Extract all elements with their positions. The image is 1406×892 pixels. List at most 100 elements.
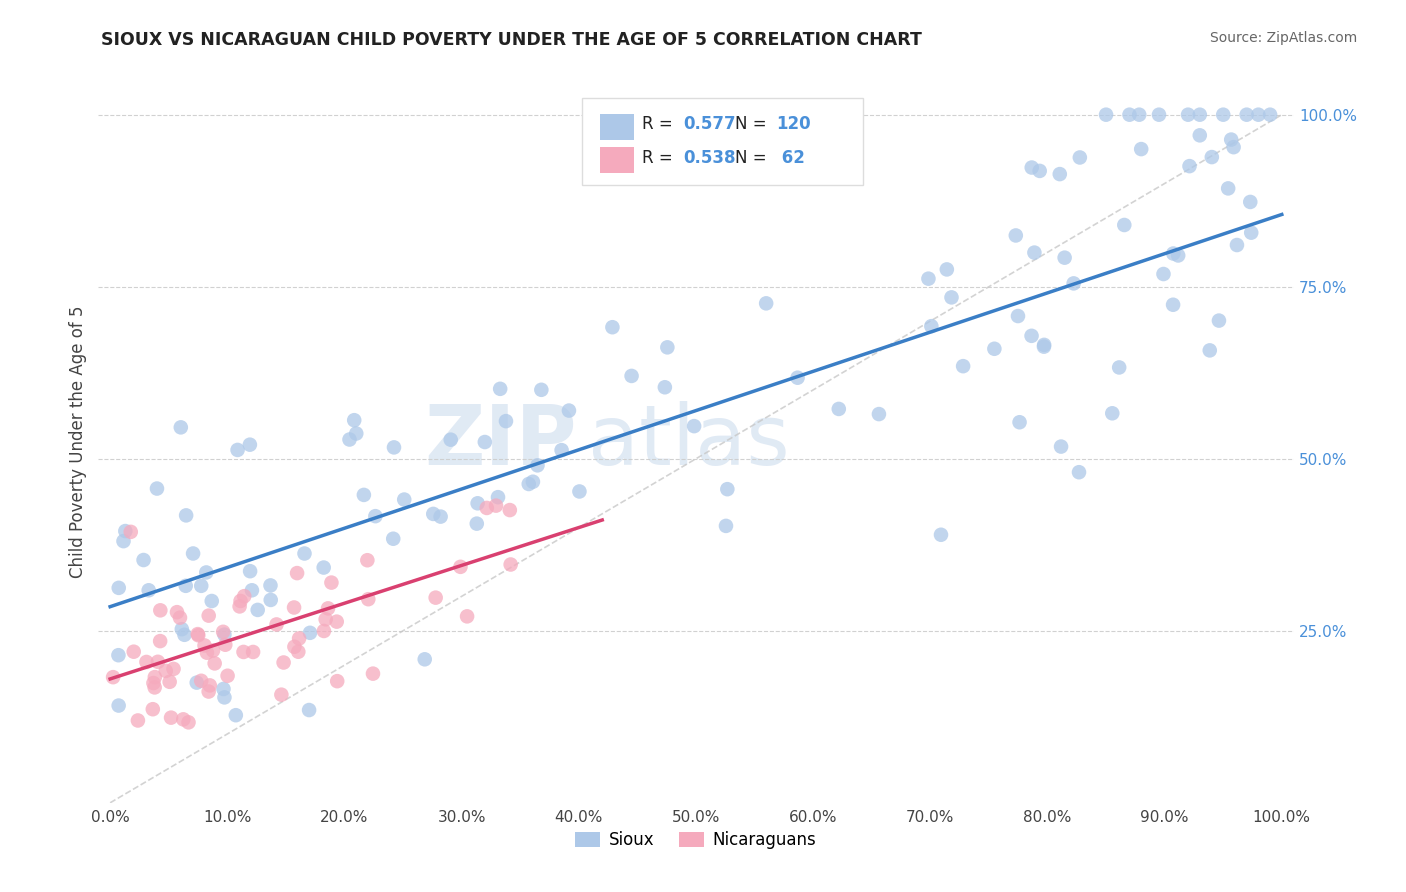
Point [242, 645, 264, 659]
Point [155, 664, 177, 678]
Point [294, 547, 316, 561]
Point [287, 645, 309, 659]
Point [499, 503, 522, 517]
Point [259, 578, 281, 592]
Point [1118, 108, 1140, 122]
Point [620, 368, 643, 383]
Point [229, 594, 252, 608]
Point [246, 603, 269, 617]
Point [1161, 298, 1184, 312]
Point [174, 508, 197, 523]
Point [413, 652, 436, 666]
Point [228, 599, 250, 614]
Point [1114, 218, 1136, 232]
Point [212, 681, 235, 696]
Point [107, 698, 129, 713]
Point [143, 681, 166, 695]
Point [201, 643, 224, 657]
Point [143, 670, 166, 684]
Point [170, 420, 193, 434]
Point [1095, 108, 1118, 122]
Point [1208, 313, 1230, 327]
Point [270, 688, 292, 702]
Point [233, 589, 256, 603]
Point [1021, 161, 1043, 175]
Point [1201, 150, 1223, 164]
Point [1049, 167, 1071, 181]
Point [316, 601, 339, 615]
Point [226, 442, 249, 457]
Point [212, 624, 235, 639]
Point [217, 669, 239, 683]
Bar [600, 147, 634, 173]
Point [138, 583, 160, 598]
Point [273, 656, 295, 670]
Point [357, 592, 380, 607]
Point [517, 477, 540, 491]
Point [394, 492, 416, 507]
Point [1218, 181, 1240, 195]
Text: R =: R = [643, 115, 678, 133]
Point [474, 435, 496, 450]
Point [169, 610, 191, 624]
Text: N =: N = [735, 149, 772, 167]
Point [1021, 328, 1043, 343]
Point [146, 482, 169, 496]
Point [657, 340, 679, 354]
Point [204, 657, 226, 671]
Point [714, 519, 737, 533]
Point [239, 564, 262, 578]
Point [1222, 140, 1244, 154]
Point [174, 579, 197, 593]
Point [1028, 164, 1050, 178]
Text: 0.577: 0.577 [683, 115, 735, 133]
Point [522, 475, 544, 489]
Point [382, 532, 405, 546]
Legend: Sioux, Nicaraguans: Sioux, Nicaraguans [569, 824, 823, 856]
Point [312, 624, 335, 638]
Point [1188, 128, 1211, 143]
Point [716, 482, 738, 496]
Point [868, 407, 890, 421]
Point [683, 419, 706, 434]
Point [288, 632, 311, 646]
Point [298, 703, 321, 717]
Point [983, 342, 1005, 356]
Point [1198, 343, 1220, 358]
Point [558, 403, 581, 417]
Point [283, 600, 305, 615]
Point [495, 414, 517, 428]
Point [170, 622, 193, 636]
Point [1067, 465, 1090, 479]
Point [475, 500, 498, 515]
Point [361, 666, 384, 681]
Point [1212, 108, 1234, 122]
Point [214, 690, 236, 705]
Point [364, 509, 387, 524]
Point [201, 594, 224, 608]
Point [149, 634, 172, 648]
Point [198, 678, 221, 692]
Point [1024, 245, 1046, 260]
Point [159, 674, 181, 689]
Point [1258, 108, 1281, 122]
Y-axis label: Child Poverty Under the Age of 5: Child Poverty Under the Age of 5 [69, 305, 87, 578]
Point [177, 715, 200, 730]
Point [187, 628, 209, 642]
Point [1130, 142, 1153, 156]
Point [1167, 248, 1189, 262]
Point [1178, 159, 1201, 173]
Bar [600, 114, 634, 140]
Point [550, 443, 572, 458]
Point [499, 558, 522, 572]
Point [1033, 340, 1056, 354]
Point [101, 670, 124, 684]
Point [186, 675, 208, 690]
Point [142, 702, 165, 716]
Point [1063, 277, 1085, 291]
Point [1188, 108, 1211, 122]
Point [1008, 415, 1031, 429]
Text: R =: R = [643, 149, 678, 167]
Point [1050, 440, 1073, 454]
Point [450, 559, 472, 574]
